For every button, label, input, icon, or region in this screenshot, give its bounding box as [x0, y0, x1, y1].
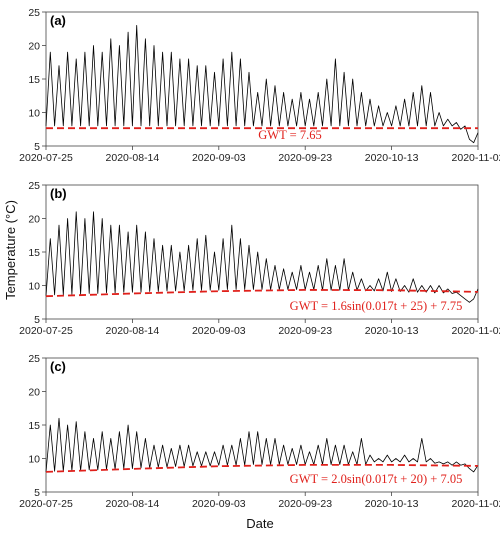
- y-tick-label: 25: [28, 7, 40, 19]
- x-tick-label: 2020-11-02: [452, 498, 500, 510]
- x-tick-label: 2020-08-14: [106, 325, 160, 337]
- panels: 5 10 15 20 25 2020-07-25 2020-08-14 2020-09-03 2…: [19, 7, 500, 510]
- y-tick-label: 20: [28, 387, 40, 399]
- y-tick-label: 10: [28, 281, 40, 293]
- x-tick-label: 2020-08-14: [106, 498, 160, 510]
- observed-temperature-line: [45, 25, 479, 144]
- y-tick-label: 15: [28, 74, 40, 86]
- y-tick-label: 15: [28, 247, 40, 259]
- y-tick-label: 5: [34, 314, 40, 326]
- y-tick-label: 20: [28, 41, 40, 53]
- chart-panel-3: 5 10 15 20 25 2020-07-25 2020-08-14 2020-09-03 2…: [19, 353, 500, 510]
- x-tick-label: 2020-10-13: [365, 325, 419, 337]
- x-tick-label: 2020-09-23: [278, 325, 332, 337]
- y-axis-title: Temperature (°C): [3, 200, 18, 300]
- y-tick-label: 10: [28, 108, 40, 120]
- gwt-line: [45, 464, 479, 473]
- panel-label: (a): [50, 13, 66, 28]
- gwt-annotation: GWT = 1.6sin(0.017t + 25) + 7.75: [290, 299, 463, 313]
- chart-panel-1: 5 10 15 20 25 2020-07-25 2020-08-14 2020-09-03 2…: [19, 7, 500, 164]
- chart-panel-2: 5 10 15 20 25 2020-07-25 2020-08-14 2020-09-03 2…: [19, 180, 500, 337]
- y-tick-label: 25: [28, 180, 40, 192]
- y-tick-label: 25: [28, 353, 40, 365]
- y-tick-label: 5: [34, 487, 40, 499]
- panel-label: (b): [50, 186, 67, 201]
- x-tick-label: 2020-07-25: [19, 498, 73, 510]
- x-tick-label: 2020-11-02: [452, 152, 500, 164]
- x-tick-label: 2020-10-13: [365, 152, 419, 164]
- x-tick-label: 2020-08-14: [106, 152, 160, 164]
- x-tick-label: 2020-09-03: [192, 498, 246, 510]
- panel-label: (c): [50, 359, 66, 374]
- gwt-annotation: GWT = 2.0sin(0.017t + 20) + 7.05: [290, 472, 463, 486]
- x-tick-label: 2020-07-25: [19, 325, 73, 337]
- y-tick-label: 5: [34, 141, 40, 153]
- y-tick-label: 10: [28, 454, 40, 466]
- y-tick-label: 15: [28, 420, 40, 432]
- x-tick-label: 2020-09-23: [278, 498, 332, 510]
- x-tick-label: 2020-09-03: [192, 152, 246, 164]
- gwt-line: [45, 289, 479, 298]
- y-tick-label: 20: [28, 214, 40, 226]
- x-tick-label: 2020-09-03: [192, 325, 246, 337]
- observed-temperature-line: [45, 417, 479, 473]
- x-tick-label: 2020-10-13: [365, 498, 419, 510]
- x-tick-label: 2020-11-02: [452, 325, 500, 337]
- observed-temperature-line: [45, 211, 479, 303]
- x-tick-label: 2020-09-23: [278, 152, 332, 164]
- gwt-annotation: GWT = 7.65: [258, 128, 321, 142]
- x-tick-label: 2020-07-25: [19, 152, 73, 164]
- x-axis-title: Date: [246, 516, 273, 531]
